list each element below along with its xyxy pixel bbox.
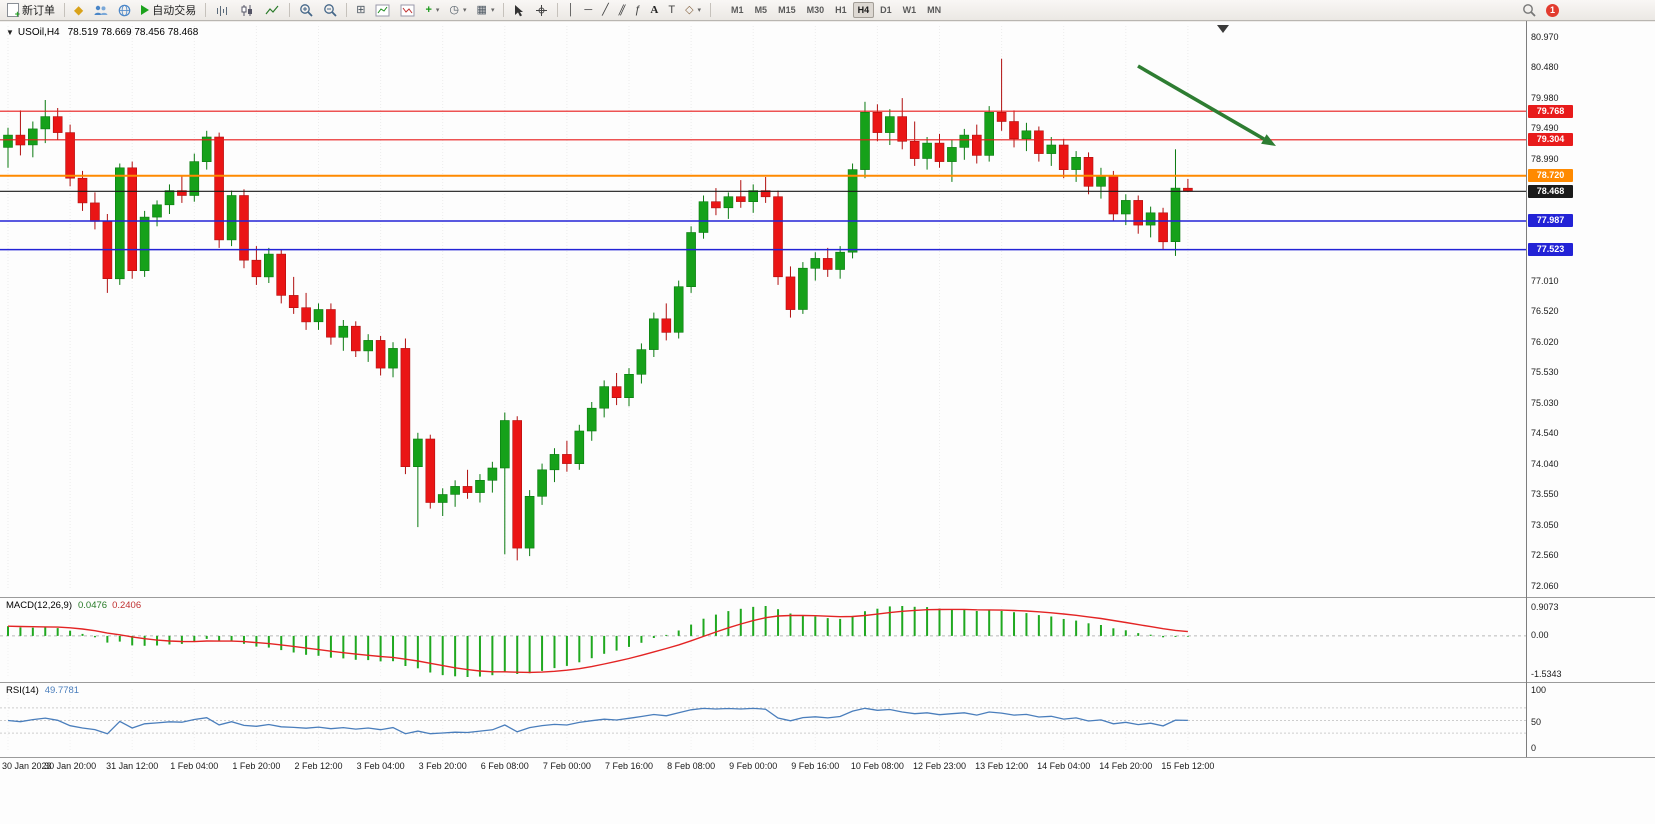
toolbar-separator: [289, 3, 291, 17]
bar-chart-icon: [217, 5, 228, 16]
timeframe-MN[interactable]: MN: [922, 2, 946, 18]
shapes-button[interactable]: ◇ ▾: [681, 2, 705, 19]
fibonacci-button[interactable]: ƒ: [630, 2, 644, 19]
candlestick-chart-icon: [241, 4, 253, 16]
horizontal-line-button[interactable]: ─: [580, 2, 596, 19]
search-icon: [1523, 4, 1536, 17]
zoom-out-button[interactable]: [319, 2, 341, 19]
toolbar-separator: [503, 3, 505, 17]
candlestick-chart-button[interactable]: [236, 2, 259, 19]
vertical-line-icon: │: [567, 3, 575, 16]
toolbar-separator: [205, 3, 207, 17]
equidistant-channel-icon: ∥: [616, 3, 628, 16]
community-icon: ◆: [74, 3, 84, 17]
template-icon: ▦: [476, 3, 487, 16]
community-button[interactable]: ◆: [70, 2, 87, 19]
indicator-list-icon: [400, 4, 415, 16]
text-label-button[interactable]: T: [664, 2, 679, 19]
vertical-line-button[interactable]: │: [563, 2, 578, 19]
macd-signal-line: [7, 608, 1188, 674]
new-order-label: 新订单: [22, 5, 55, 17]
bar-chart-button[interactable]: [211, 2, 234, 19]
indicators-button[interactable]: [371, 2, 394, 19]
text-label-icon: T: [668, 3, 676, 16]
timeframe-toolbar: M1 M5 M15 M30 H1 H4 D1 W1 MN: [726, 2, 946, 18]
globe-icon: [118, 4, 131, 16]
timeframe-W1[interactable]: W1: [898, 2, 922, 18]
trend-arrow[interactable]: [1137, 64, 1276, 146]
trendline-button[interactable]: ╱: [598, 2, 613, 19]
timeframe-H1[interactable]: H1: [830, 2, 852, 18]
toolbar-separator: [557, 3, 559, 17]
autotrading-play-icon: [141, 5, 150, 15]
chart-shift-marker[interactable]: [1217, 25, 1229, 33]
crosshair-button[interactable]: [531, 2, 552, 19]
period-button[interactable]: ◷ ▾: [445, 2, 470, 19]
timeframe-D1[interactable]: D1: [875, 2, 897, 18]
shapes-icon: ◇: [685, 3, 694, 16]
line-chart-button[interactable]: [261, 2, 284, 19]
timeframe-H4[interactable]: H4: [852, 2, 875, 18]
fibonacci-icon: ƒ: [634, 3, 641, 16]
add-indicator-icon: +: [425, 3, 432, 16]
timeframe-M15[interactable]: M15: [773, 2, 801, 18]
timeframe-M30[interactable]: M30: [802, 2, 830, 18]
zoom-in-icon: [300, 4, 313, 17]
chevron-down-icon: ▾: [490, 7, 495, 14]
autotrading-label: 自动交易: [152, 5, 197, 17]
contacts-button[interactable]: [89, 2, 112, 19]
chart-window[interactable]: ▼ USOil,H4 78.519 78.669 78.456 78.468 MAC…: [0, 21, 1655, 824]
toolbar-separator: [346, 3, 348, 17]
zoom-in-button[interactable]: [295, 2, 317, 19]
text-button[interactable]: A: [646, 2, 662, 19]
globe-button[interactable]: [114, 2, 135, 19]
chevron-down-icon: ▾: [463, 7, 467, 14]
new-order-button[interactable]: 新订单: [3, 2, 59, 19]
line-chart-icon: [265, 5, 279, 14]
timeframe-M1[interactable]: M1: [726, 2, 749, 18]
toolbar: 新订单 ◆ 自动交易 ⊞ +▾ ◷▾ ▦▾ │ ─ ╱: [0, 0, 1655, 21]
tile-windows-icon: ⊞: [356, 3, 366, 16]
rsi-line: [7, 707, 1188, 735]
template-button[interactable]: ▦ ▾: [473, 2, 499, 19]
zoom-out-icon: [324, 4, 337, 17]
horizontal-line-icon: ─: [584, 3, 593, 16]
chevron-down-icon: ▾: [435, 7, 440, 14]
macd-histogram: [7, 606, 1189, 677]
toolbar-separator: [64, 3, 65, 17]
add-indicator-button[interactable]: + ▾: [421, 2, 443, 19]
new-order-icon: [7, 3, 20, 19]
indicator-list-button[interactable]: [396, 2, 419, 19]
crosshair-icon: [536, 4, 548, 16]
contacts-icon: [94, 5, 108, 15]
equidistant-channel-button[interactable]: ∥: [615, 2, 629, 19]
candles: [3, 58, 1193, 561]
cursor-icon: [515, 4, 524, 16]
search-button[interactable]: [1518, 2, 1540, 19]
cursor-button[interactable]: [509, 2, 529, 19]
toolbar-separator: [710, 3, 712, 17]
trendline-icon: ╱: [602, 3, 609, 16]
toolbar-right-group: 1: [1518, 2, 1559, 19]
text-icon: A: [650, 3, 659, 16]
indicators-icon: [375, 4, 390, 16]
notification-badge[interactable]: 1: [1546, 3, 1559, 17]
period-clock-icon: ◷: [449, 3, 460, 16]
chevron-down-icon: ▾: [697, 7, 702, 14]
tile-windows-button[interactable]: ⊞: [352, 2, 369, 19]
timeframe-M5[interactable]: M5: [750, 2, 773, 18]
autotrading-button[interactable]: 自动交易: [137, 2, 200, 19]
